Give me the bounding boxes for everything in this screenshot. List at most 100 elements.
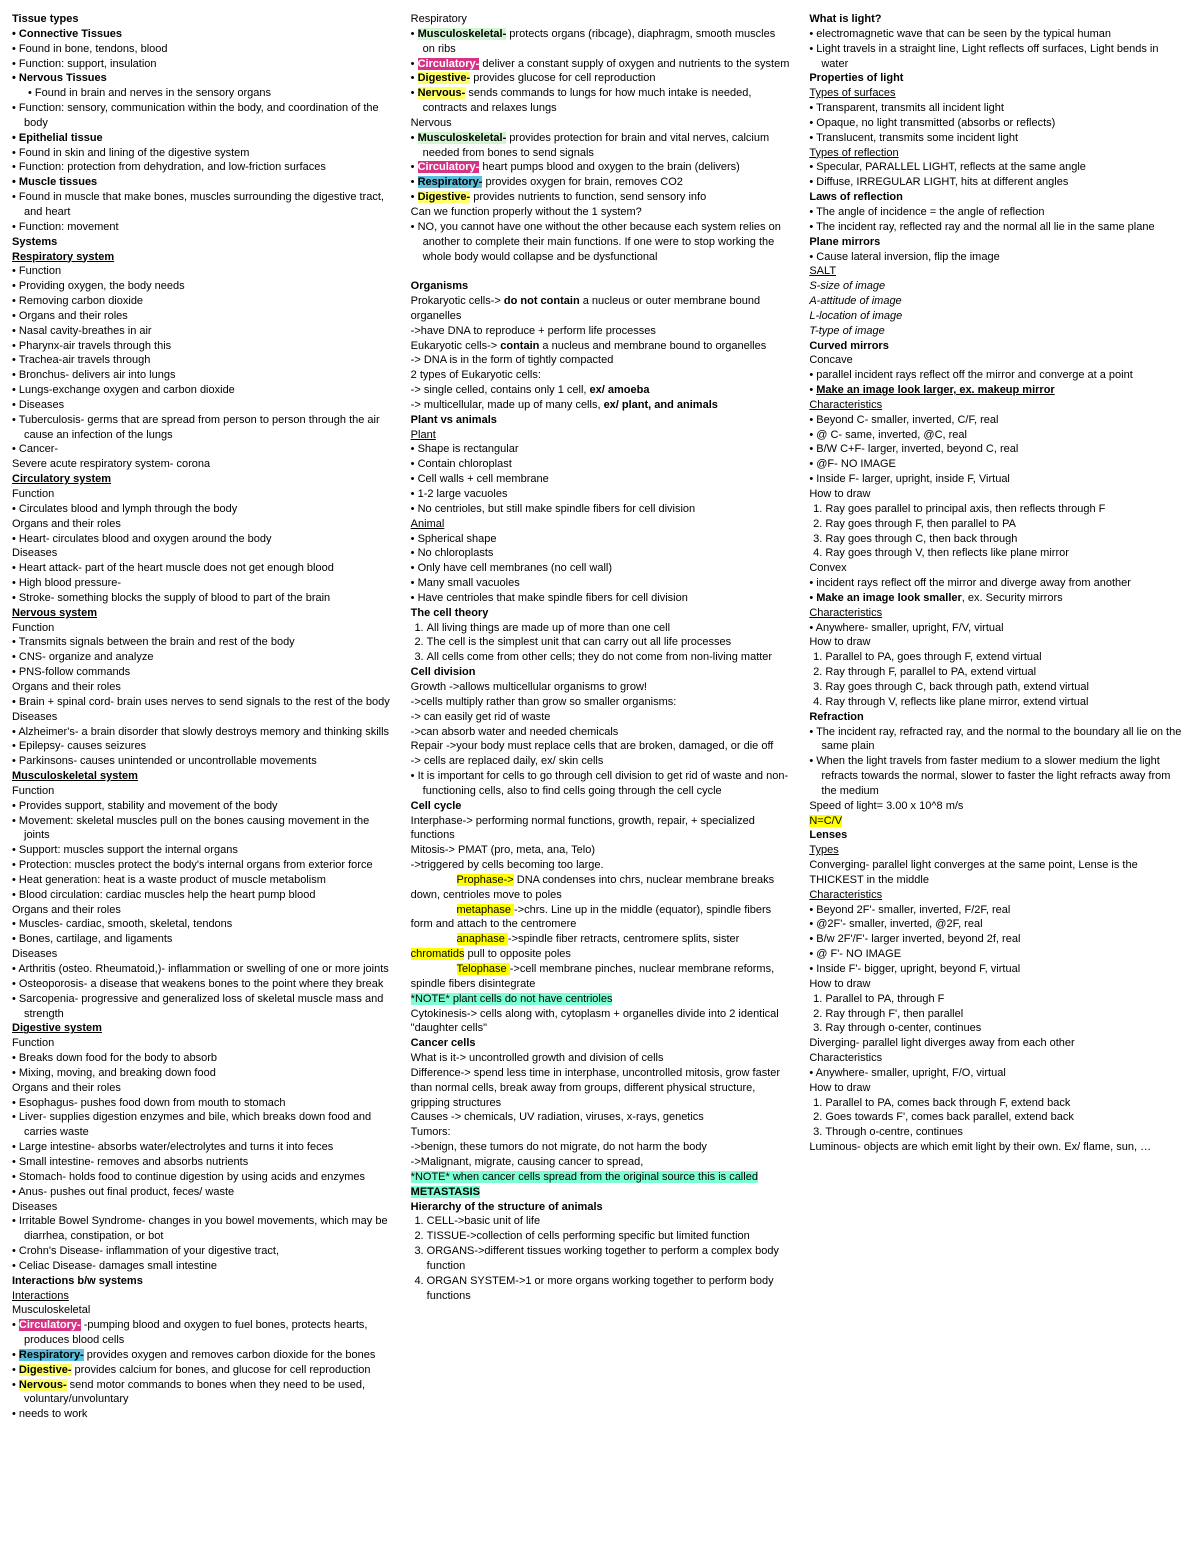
diseases-label: Diseases bbox=[12, 398, 391, 413]
cd-line: ->cells multiply rather than grow so sma… bbox=[411, 695, 790, 710]
dig-dis: Celiac Disease- damages small intestine bbox=[12, 1259, 391, 1274]
dig-sys-header: Digestive system bbox=[12, 1021, 391, 1036]
prop-light-header: Properties of light bbox=[809, 71, 1188, 86]
nerv-text: send motor commands to bones when they n… bbox=[24, 1379, 365, 1406]
conc-draw: Ray goes through V, then reflects like p… bbox=[825, 546, 1188, 561]
circ-dis: Heart attack- part of the heart muscle d… bbox=[12, 561, 391, 576]
epithelial-header: Epithelial tissue bbox=[12, 131, 391, 146]
function-label: Function bbox=[12, 1036, 391, 1051]
dig-text: provides glucose for cell reproduction bbox=[470, 72, 655, 84]
conn-item: Found in bone, tendons, blood bbox=[12, 42, 391, 57]
conc-char: Beyond C- smaller, inverted, C/F, real bbox=[809, 413, 1188, 428]
nerv-highlight: Nervous- bbox=[19, 1379, 67, 1391]
diseases-label: Diseases bbox=[12, 1200, 391, 1215]
plant-item: Shape is rectangular bbox=[411, 442, 790, 457]
three-column-layout: Tissue types Connective Tissues Found in… bbox=[12, 12, 1188, 1422]
nerv-dis: Alzheimer's- a brain disorder that slowl… bbox=[12, 725, 391, 740]
circ-dis: High blood pressure- bbox=[12, 576, 391, 591]
dig-organ: Large intestine- absorbs water/electroly… bbox=[12, 1140, 391, 1155]
cell-theory-header: The cell theory bbox=[411, 606, 790, 621]
cd-line: It is important for cells to go through … bbox=[411, 769, 790, 799]
conv-draw: Parallel to PA, goes through F, extend v… bbox=[825, 650, 1188, 665]
div-char: Anywhere- smaller, upright, F/O, virtual bbox=[809, 1066, 1188, 1081]
dig-dis: Crohn's Disease- inflammation of your di… bbox=[12, 1244, 391, 1259]
circ-text: deliver a constant supply of oxygen and … bbox=[479, 58, 789, 70]
circ-highlight: Circulatory- bbox=[418, 58, 480, 70]
diverging-text: Diverging- parallel light diverges away … bbox=[809, 1036, 1188, 1051]
conc-draw: Ray goes through C, then back through bbox=[825, 532, 1188, 547]
conc-char: B/W C+F- larger, inverted, beyond C, rea… bbox=[809, 442, 1188, 457]
musc-fn: Support: muscles support the internal or… bbox=[12, 843, 391, 858]
cc-line: Mitosis-> PMAT (pro, meta, ana, Telo) bbox=[411, 843, 790, 858]
note-plant: *NOTE* plant cells do not have centriole… bbox=[411, 992, 790, 1007]
muscle-item: Function: movement bbox=[12, 220, 391, 235]
telophase-line: Telophase ->cell membrane pinches, nucle… bbox=[411, 962, 790, 992]
systems-header: Systems bbox=[12, 235, 391, 250]
nervous-header: Nervous bbox=[411, 116, 790, 131]
diseases-label: Diseases bbox=[12, 947, 391, 962]
musc-dis: Sarcopenia- progressive and generalized … bbox=[12, 992, 391, 1022]
cancer-line: What is it-> uncontrolled growth and div… bbox=[411, 1051, 790, 1066]
dig-organ: Anus- pushes out final product, feces/ w… bbox=[12, 1185, 391, 1200]
circ-organ: Heart- circulates blood and oxygen aroun… bbox=[12, 532, 391, 547]
function-label: Function bbox=[12, 784, 391, 799]
cd-line: -> can easily get rid of waste bbox=[411, 710, 790, 725]
telophase-hl: Telophase bbox=[457, 963, 510, 975]
musc-dis: Osteoporosis- a disease that weakens bon… bbox=[12, 977, 391, 992]
n-dig: Digestive- provides nutrients to functio… bbox=[411, 190, 790, 205]
metaphase-line: metaphase ->chrs. Line up in the middle … bbox=[411, 903, 790, 933]
int-nerv: Nervous- send motor commands to bones wh… bbox=[12, 1378, 391, 1408]
resp-organ: Bronchus- delivers air into lungs bbox=[12, 368, 391, 383]
int-resp: Respiratory- provides oxygen and removes… bbox=[12, 1348, 391, 1363]
resp-fn: Providing oxygen, the body needs bbox=[12, 279, 391, 294]
r-dig: Digestive- provides glucose for cell rep… bbox=[411, 71, 790, 86]
ct-item: All cells come from other cells; they do… bbox=[427, 650, 790, 665]
resp-dis: Tuberculosis- germs that are spread from… bbox=[12, 413, 391, 443]
conv-l-draw: Parallel to PA, through F bbox=[825, 992, 1188, 1007]
law-item: The angle of incidence = the angle of re… bbox=[809, 205, 1188, 220]
musculo-label: Musculoskeletal bbox=[12, 1303, 391, 1318]
plant-item: 1-2 large vacuoles bbox=[411, 487, 790, 502]
dig-text: provides calcium for bones, and glucose … bbox=[72, 1364, 371, 1376]
conv-l-char: Beyond 2F'- smaller, inverted, F/2F, rea… bbox=[809, 903, 1188, 918]
conc-char: Inside F- larger, upright, inside F, Vir… bbox=[809, 472, 1188, 487]
dig-organ: Liver- supplies digestion enzymes and bi… bbox=[12, 1110, 391, 1140]
ct-item: The cell is the simplest unit that can c… bbox=[427, 635, 790, 650]
resp-dis: Severe acute respiratory system- corona bbox=[12, 457, 391, 472]
organisms-header: Organisms bbox=[411, 279, 790, 294]
curved-mirrors-header: Curved mirrors bbox=[809, 339, 1188, 354]
musc-highlight: Musculoskeletal- bbox=[418, 28, 507, 40]
surf-item: Opaque, no light transmitted (absorbs or… bbox=[809, 116, 1188, 131]
circ-dis: Stroke- something blocks the supply of b… bbox=[12, 591, 391, 606]
circ-highlight: Circulatory- bbox=[418, 161, 480, 173]
note-metastasis: *NOTE* when cancer cells spread from the… bbox=[411, 1170, 790, 1200]
conv-l-char: B/w 2F'/F'- larger inverted, beyond 2f, … bbox=[809, 932, 1188, 947]
musc-fn: Movement: skeletal muscles pull on the b… bbox=[12, 814, 391, 844]
concave-header: Concave bbox=[809, 353, 1188, 368]
circ-fn: Circulates blood and lymph through the b… bbox=[12, 502, 391, 517]
nerv-item: Found in brain and nerves in the sensory… bbox=[28, 86, 391, 101]
prophase-line: Prophase-> DNA condenses into chrs, nucl… bbox=[411, 873, 790, 903]
dig-dis: Irritable Bowel Syndrome- changes in you… bbox=[12, 1214, 391, 1244]
converging-text: Converging- parallel light converges at … bbox=[809, 858, 1188, 888]
euk-line2: -> DNA is in the form of tightly compact… bbox=[411, 353, 790, 368]
refraction-header: Refraction bbox=[809, 710, 1188, 725]
r-circ: Circulatory- deliver a constant supply o… bbox=[411, 57, 790, 72]
chars-header: Characteristics bbox=[809, 398, 1188, 413]
conc-draw: Ray goes through F, then parallel to PA bbox=[825, 517, 1188, 532]
refl-item: Diffuse, IRREGULAR LIGHT, hits at differ… bbox=[809, 175, 1188, 190]
musc-fn: Provides support, stability and movement… bbox=[12, 799, 391, 814]
conv-item: incident rays reflect off the mirror and… bbox=[809, 576, 1188, 591]
how-draw-header: How to draw bbox=[809, 635, 1188, 650]
nerv-organ: Brain + spinal cord- brain uses nerves t… bbox=[12, 695, 391, 710]
refr-item: When the light travels from faster mediu… bbox=[809, 754, 1188, 799]
types-l-header: Types bbox=[809, 843, 1188, 858]
interactions-sub: Interactions bbox=[12, 1289, 391, 1304]
types-refl-header: Types of reflection bbox=[809, 146, 1188, 161]
conv-l-char: @2F'- smaller, inverted, @2F, real bbox=[809, 917, 1188, 932]
laws-refl-header: Laws of reflection bbox=[809, 190, 1188, 205]
conv-draw: Ray goes through C, back through path, e… bbox=[825, 680, 1188, 695]
nerv-sys-header: Nervous system bbox=[12, 606, 391, 621]
resp-fn: Removing carbon dioxide bbox=[12, 294, 391, 309]
luminous-text: Luminous- objects are which emit light b… bbox=[809, 1140, 1188, 1155]
